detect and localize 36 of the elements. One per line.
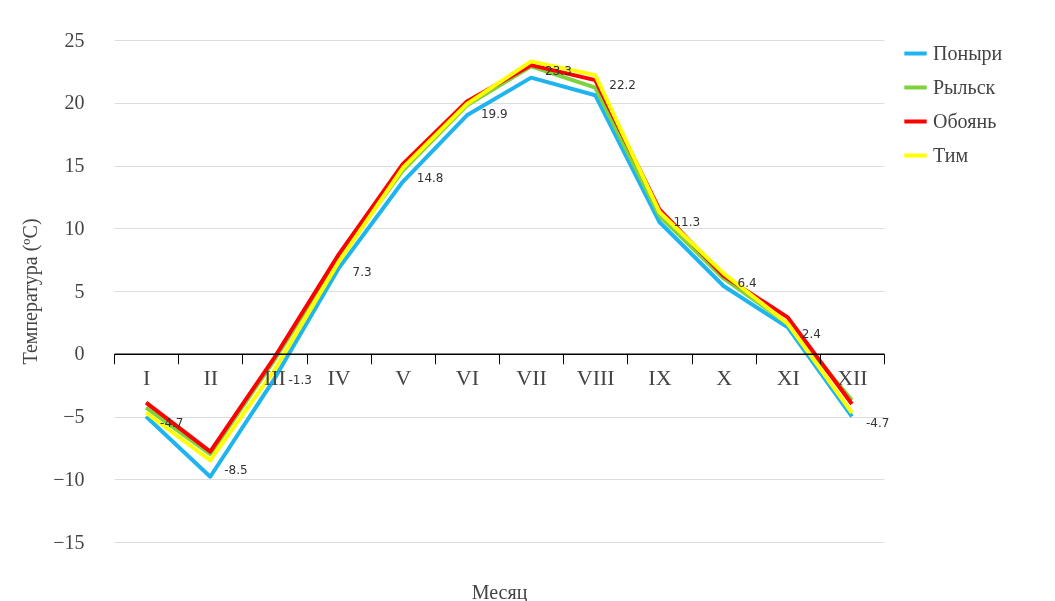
data-label: 2.4 xyxy=(801,326,821,341)
data-label: 7.3 xyxy=(352,265,372,280)
data-label: 14.8 xyxy=(416,171,444,186)
y-tick-label: 20 xyxy=(64,91,85,114)
data-label: -4.7 xyxy=(160,415,184,430)
x-tick-label: IV xyxy=(327,365,351,391)
legend-label: Обоянь xyxy=(933,109,997,132)
x-tick-label: X xyxy=(716,365,733,391)
x-tick-label: VII xyxy=(516,365,547,391)
y-tick-label: 15 xyxy=(64,154,85,176)
data-label: 19.9 xyxy=(480,107,508,121)
legend-label: Тим xyxy=(933,143,969,166)
x-tick-label: II xyxy=(203,365,219,391)
x-tick-label: VIII xyxy=(576,365,615,391)
y-tick-label: −10 xyxy=(53,467,85,490)
y-tick-label: 5 xyxy=(74,279,85,302)
legend-label: Поныри xyxy=(933,41,1003,65)
y-tick-label: 25 xyxy=(64,28,85,51)
data-label: -8.5 xyxy=(224,463,248,478)
x-tick-label: XII xyxy=(837,365,868,391)
y-tick-label: 0 xyxy=(74,342,85,365)
y-tick-label: −15 xyxy=(53,530,85,553)
data-label: 6.4 xyxy=(737,276,757,291)
x-tick-label: XI xyxy=(776,365,800,391)
legend-label: Рыльск xyxy=(933,75,996,98)
x-tick-label: I xyxy=(142,365,151,391)
y-tick-label: 10 xyxy=(64,216,85,239)
data-label: 22.2 xyxy=(609,78,636,93)
x-tick-label: VI xyxy=(455,365,480,391)
x-tick-label: IX xyxy=(648,365,672,391)
y-tick-label: −5 xyxy=(63,405,85,427)
data-label: 11.3 xyxy=(673,214,701,229)
data-label: -1.3 xyxy=(288,373,312,388)
x-tick-label: V xyxy=(395,365,412,391)
y-axis-title: Температура (ºC) xyxy=(19,218,43,365)
data-label: -4.7 xyxy=(865,415,890,430)
